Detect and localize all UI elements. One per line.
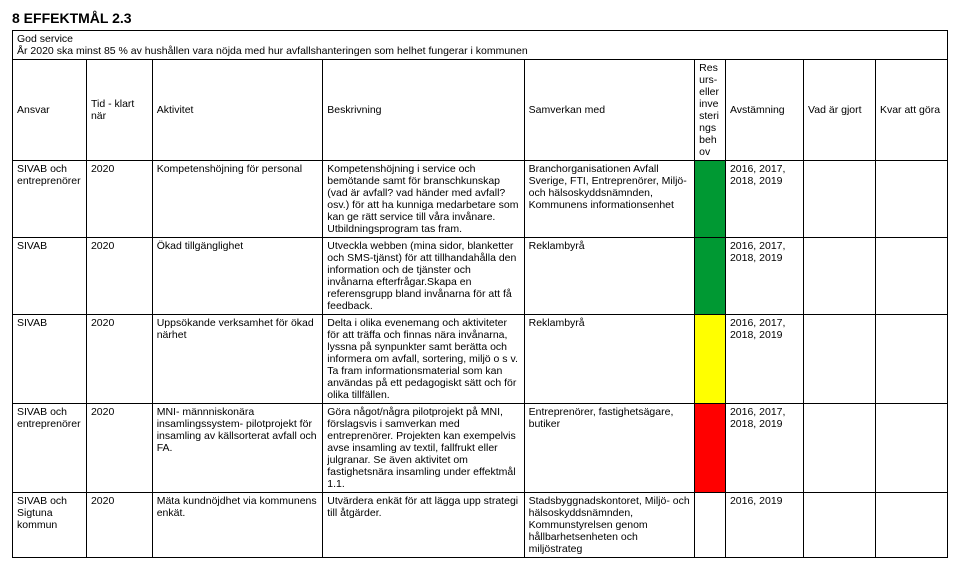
hdr-tid: Tid - klart när <box>86 60 152 161</box>
cell-aktivitet: Mäta kundnöjdhet via kommunens enkät. <box>152 493 323 558</box>
cell-aktivitet: Uppsökande verksamhet för ökad närhet <box>152 315 323 404</box>
header-row: Ansvar Tid - klart när Aktivitet Beskriv… <box>13 60 948 161</box>
cell-kvar <box>875 315 947 404</box>
cell-aktivitet: Kompetenshöjning för personal <box>152 161 323 238</box>
table-row: SIVAB2020Uppsökande verksamhet för ökad … <box>13 315 948 404</box>
hdr-kvar: Kvar att göra <box>875 60 947 161</box>
cell-beskrivning: Delta i olika evenemang och aktiviteter … <box>323 315 524 404</box>
cell-flag <box>695 161 726 238</box>
cell-gjort <box>804 315 876 404</box>
page-title: 8 EFFEKTMÅL 2.3 <box>12 10 948 26</box>
table-row: SIVAB och entreprenörer2020MNI- männnisk… <box>13 404 948 493</box>
cell-kvar <box>875 493 947 558</box>
intro-row: God service År 2020 ska minst 85 % av hu… <box>13 31 948 60</box>
table-row: SIVAB och Sigtuna kommun2020Mäta kundnöj… <box>13 493 948 558</box>
cell-flag <box>695 315 726 404</box>
hdr-gjort: Vad är gjort <box>804 60 876 161</box>
cell-avst: 2016, 2017, 2018, 2019 <box>725 404 803 493</box>
cell-aktivitet: Ökad tillgänglighet <box>152 238 323 315</box>
cell-flag <box>695 404 726 493</box>
cell-tid: 2020 <box>86 161 152 238</box>
page-root: 8 EFFEKTMÅL 2.3 God service År 2020 ska … <box>0 0 960 568</box>
table-row: SIVAB2020Ökad tillgänglighetUtveckla web… <box>13 238 948 315</box>
cell-flag <box>695 238 726 315</box>
cell-beskrivning: Göra något/några pilotprojekt på MNI, fö… <box>323 404 524 493</box>
cell-ansvar: SIVAB och Sigtuna kommun <box>13 493 87 558</box>
cell-beskrivning: Utvärdera enkät för att lägga upp strate… <box>323 493 524 558</box>
cell-gjort <box>804 493 876 558</box>
cell-samverkan: Reklambyrå <box>524 238 695 315</box>
cell-kvar <box>875 404 947 493</box>
cell-tid: 2020 <box>86 493 152 558</box>
cell-gjort <box>804 238 876 315</box>
cell-avst: 2016, 2017, 2018, 2019 <box>725 161 803 238</box>
cell-aktivitet: MNI- männniskonära insamlingssystem- pil… <box>152 404 323 493</box>
cell-samverkan: Stadsbyggnadskontoret, Miljö- och hälsos… <box>524 493 695 558</box>
cell-beskrivning: Utveckla webben (mina sidor, blanketter … <box>323 238 524 315</box>
hdr-ansvar: Ansvar <box>13 60 87 161</box>
hdr-aktivitet: Aktivitet <box>152 60 323 161</box>
cell-ansvar: SIVAB och entreprenörer <box>13 404 87 493</box>
cell-samverkan: Entreprenörer, fastighetsägare, butiker <box>524 404 695 493</box>
cell-tid: 2020 <box>86 315 152 404</box>
cell-ansvar: SIVAB och entreprenörer <box>13 161 87 238</box>
cell-tid: 2020 <box>86 238 152 315</box>
cell-gjort <box>804 161 876 238</box>
hdr-resurs: Resurs- eller investerings behov <box>695 60 726 161</box>
cell-avst: 2016, 2017, 2018, 2019 <box>725 315 803 404</box>
cell-samverkan: Reklambyrå <box>524 315 695 404</box>
cell-ansvar: SIVAB <box>13 238 87 315</box>
intro-line1: God service <box>17 33 73 45</box>
cell-tid: 2020 <box>86 404 152 493</box>
intro-cell: God service År 2020 ska minst 85 % av hu… <box>13 31 948 60</box>
intro-line2: År 2020 ska minst 85 % av hushållen vara… <box>17 45 528 57</box>
cell-beskrivning: Kompetenshöjning i service och bemötande… <box>323 161 524 238</box>
cell-avst: 2016, 2017, 2018, 2019 <box>725 238 803 315</box>
cell-ansvar: SIVAB <box>13 315 87 404</box>
table-row: SIVAB och entreprenörer2020Kompetenshöjn… <box>13 161 948 238</box>
cell-flag <box>695 493 726 558</box>
cell-avst: 2016, 2019 <box>725 493 803 558</box>
hdr-beskrivning: Beskrivning <box>323 60 524 161</box>
hdr-avst: Avstämning <box>725 60 803 161</box>
cell-samverkan: Branchorganisationen Avfall Sverige, FTI… <box>524 161 695 238</box>
hdr-samverkan: Samverkan med <box>524 60 695 161</box>
cell-kvar <box>875 238 947 315</box>
cell-gjort <box>804 404 876 493</box>
main-table: God service År 2020 ska minst 85 % av hu… <box>12 30 948 558</box>
cell-kvar <box>875 161 947 238</box>
